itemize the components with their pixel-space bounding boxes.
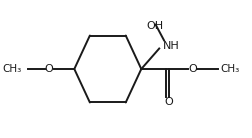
Text: O: O [45,64,54,74]
Text: CH₃: CH₃ [220,64,239,74]
Text: CH₃: CH₃ [3,64,22,74]
Text: NH: NH [163,41,180,51]
Text: O: O [188,64,197,74]
Text: OH: OH [146,21,163,30]
Text: O: O [164,97,173,108]
